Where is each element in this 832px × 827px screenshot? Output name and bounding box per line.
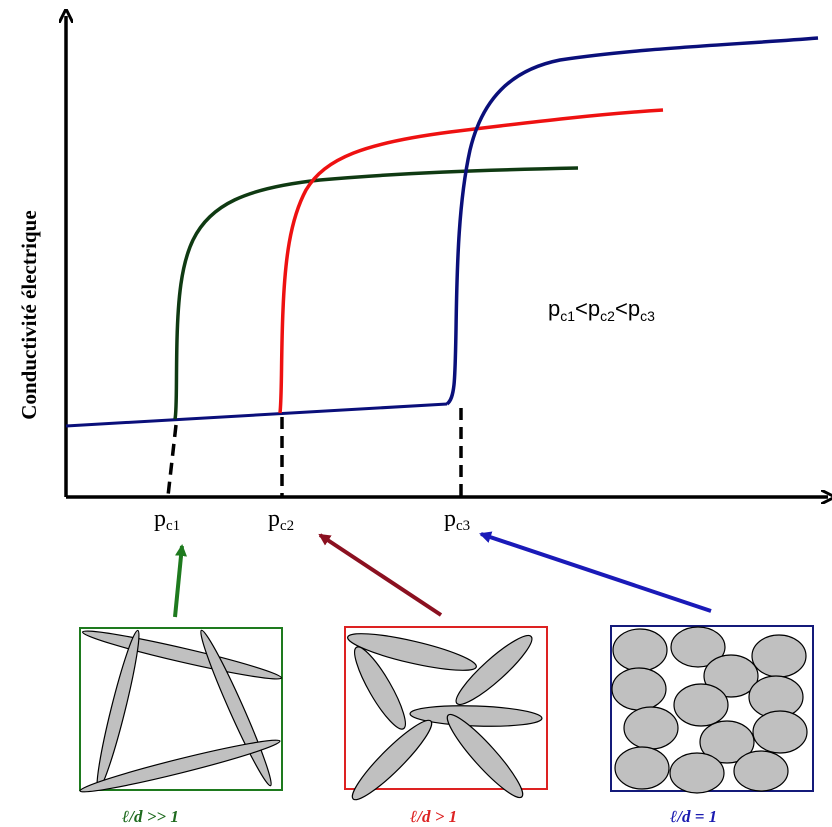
particle-sphere (703, 654, 759, 698)
threshold-inequality: pc1<pc2<pc3 (548, 296, 655, 324)
threshold-label-pc2: pc2 (268, 506, 294, 534)
particle-fiber (79, 739, 281, 793)
curve-green (173, 166, 579, 420)
threshold-dash-pc1 (166, 424, 178, 497)
arrow-to-pc3 (479, 531, 712, 613)
panel-medium-aspect-ratio (344, 626, 548, 801)
threshold-label-pc1: pc1 (154, 506, 180, 534)
particle-sphere (623, 706, 679, 750)
caption-spherical: ℓ/d = 1 (670, 807, 717, 826)
particle-sphere (751, 634, 807, 678)
panel-spherical (610, 625, 814, 794)
particle-ellipsoid (409, 705, 543, 727)
particle-ellipsoid (351, 719, 433, 801)
particle-sphere (733, 750, 789, 792)
arrow-to-pc1 (173, 544, 187, 618)
particle-sphere (752, 710, 808, 754)
panel-high-aspect-ratio (79, 627, 283, 793)
baseline-curve (65, 402, 448, 428)
caption-high-aspect-ratio: ℓ/d >> 1 (122, 807, 179, 826)
particle-sphere (614, 746, 670, 790)
curve-blue (445, 36, 819, 406)
particle-sphere (669, 752, 725, 794)
particle-ellipsoid (455, 634, 533, 706)
particle-sphere (612, 628, 668, 672)
caption-medium-aspect-ratio: ℓ/d > 1 (410, 807, 457, 826)
curve-red (278, 108, 664, 414)
threshold-label-pc3: pc3 (444, 506, 470, 534)
y-axis-label: Conductivité électrique (17, 210, 41, 419)
particle-sphere (673, 683, 729, 727)
particle-sphere (611, 667, 667, 711)
arrow-to-pc2 (318, 533, 443, 617)
particle-sphere (699, 720, 755, 764)
particle-ellipsoid (354, 646, 406, 730)
particle-sphere (670, 626, 726, 668)
particle-ellipsoid (347, 633, 477, 671)
particle-ellipsoid (446, 713, 524, 799)
